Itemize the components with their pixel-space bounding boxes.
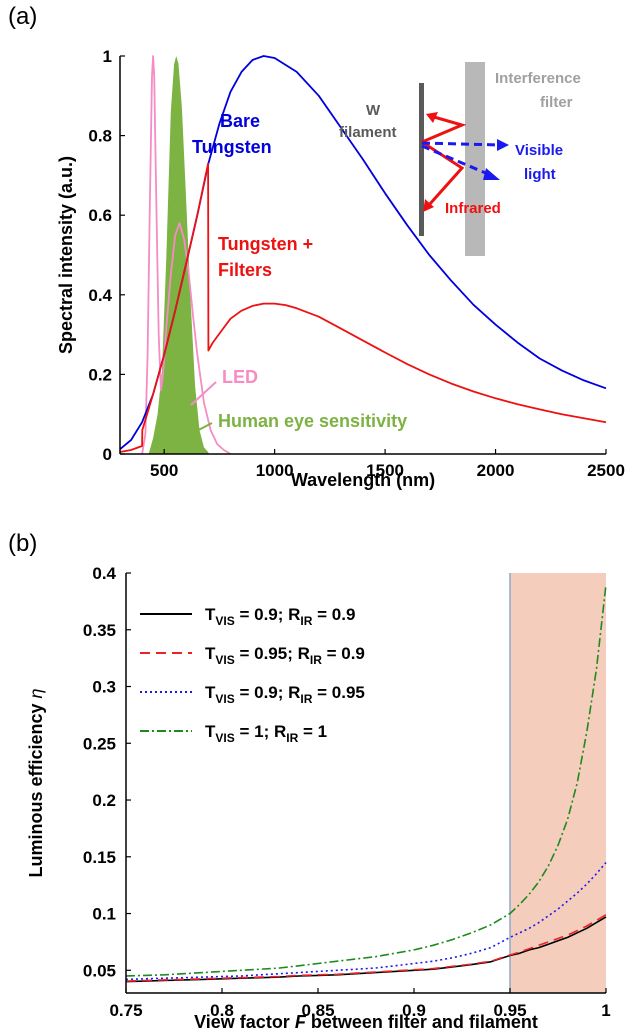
b-x-tick-label-0.8: 0.8 [210, 1001, 234, 1020]
efficiency-series-2 [125, 914, 607, 982]
filter-label-1: Interference [495, 70, 581, 87]
visible-arrow-bottom [421, 144, 489, 176]
legend-entry-1: TVIS = 0.9; RIR = 0.9 [205, 605, 355, 628]
x-tick-label-500: 500 [150, 461, 178, 480]
visible-arrows [421, 141, 501, 176]
legend-entry-3: TVIS = 0.9; RIR = 0.95 [205, 683, 365, 706]
bare-tungsten-label-2: Tungsten [192, 137, 272, 157]
panel-b-plot: 0.75 0.8 0.85 0.9 0.95 1 0.05 0.1 0.15 0.2 0.25 0.3… [83, 564, 611, 1020]
panel-b-x-label: View factor F between filter and filamen… [194, 1012, 538, 1032]
panel-b-ticks: 0.75 0.8 0.85 0.9 0.95 1 0.05 0.1 0.15 0.2 0.25 0.3… [83, 564, 611, 1020]
x-tick-label-2500: 2500 [587, 461, 625, 480]
panel-a-label: (a) [8, 3, 37, 30]
y-tick-label-0.2: 0.2 [88, 365, 112, 384]
b-y-tick-label-0.1: 0.1 [92, 905, 116, 924]
legend-entry-2: TVIS = 0.95; RIR = 0.9 [205, 644, 365, 667]
infrared-label: Infrared [445, 200, 501, 217]
b-y-tick-label-0.15: 0.15 [83, 848, 116, 867]
tungsten-filters-label-1: Tungsten + [218, 234, 313, 254]
b-y-tick-label-0.25: 0.25 [83, 734, 116, 753]
b-x-tick-label-0.85: 0.85 [301, 1001, 334, 1020]
infrared-arrow-top [421, 115, 467, 144]
y-tick-label-0.6: 0.6 [88, 206, 112, 225]
b-x-tick-label-0.75: 0.75 [109, 1001, 142, 1020]
series-tungsten-filters [119, 162, 607, 453]
panel-a-ticks: 500 1000 1500 2000 2500 0 0.2 0.4 0.6 0.8 1 [88, 47, 625, 480]
high-view-factor-shaded-region [510, 573, 606, 993]
legend-entry-4: TVIS = 1; RIR = 1 [205, 722, 327, 745]
x-tick-label-1000: 1000 [256, 461, 294, 480]
panel-b-label: (b) [8, 530, 37, 557]
filter-schematic: Interference filter W filament Visible l… [339, 62, 581, 256]
tungsten-filters-label-2: Filters [218, 260, 272, 280]
visible-label-1: Visible [515, 142, 563, 159]
y-tick-label-0.4: 0.4 [88, 286, 112, 305]
b-y-tick-label-0.05: 0.05 [83, 961, 116, 980]
b-y-tick-label-0.4: 0.4 [92, 564, 116, 583]
panel-a-series [119, 55, 607, 455]
bare-tungsten-label-1: Bare [220, 111, 260, 131]
b-x-tick-label-0.9: 0.9 [402, 1001, 426, 1020]
led-label: LED [222, 367, 258, 387]
filament-label-1: W [366, 102, 381, 119]
y-tick-label-1: 1 [103, 47, 112, 66]
panel-b-y-label: Luminous efficiency η [26, 688, 46, 877]
visible-label-2: light [524, 166, 556, 183]
infrared-arrowhead-bottom [423, 199, 434, 212]
interference-filter-bar [465, 62, 485, 256]
b-y-tick-label-0.2: 0.2 [92, 791, 116, 810]
y-tick-label-0.8: 0.8 [88, 127, 112, 146]
efficiency-series-3 [125, 861, 607, 981]
b-y-tick-label-0.35: 0.35 [83, 621, 116, 640]
panel-a-plot: 500 1000 1500 2000 2500 0 0.2 0.4 0.6 0.8 1 [88, 47, 625, 480]
filament-label-2: filament [339, 124, 397, 141]
b-x-tick-label-0.95: 0.95 [493, 1001, 526, 1020]
x-tick-label-1500: 1500 [366, 461, 404, 480]
efficiency-series-4 [125, 584, 607, 977]
panel-b-series [125, 584, 607, 983]
panel-a-y-label: Spectral intensity (a.u.) [56, 156, 76, 354]
infrared-arrowhead-top [426, 112, 438, 123]
b-y-tick-label-0.3: 0.3 [92, 678, 116, 697]
panel-b-legend: TVIS = 0.9; RIR = 0.9 TVIS = 0.95; RIR =… [140, 605, 365, 745]
visible-arrowhead-top [497, 139, 509, 151]
panel-a-x-label: Wavelength (nm) [291, 470, 435, 490]
eye-sensitivity-label: Human eye sensitivity [218, 411, 407, 431]
visible-arrowhead-bottom [483, 168, 500, 180]
eye-pointer [182, 422, 213, 439]
filter-label-2: filter [540, 94, 573, 111]
x-tick-label-2000: 2000 [477, 461, 515, 480]
series-led [141, 55, 231, 455]
visible-arrow-top [421, 141, 501, 147]
led-pointer [190, 381, 217, 406]
y-tick-label-0: 0 [103, 445, 112, 464]
filament-bar [419, 83, 424, 236]
b-x-tick-label-1: 1 [601, 1001, 610, 1020]
